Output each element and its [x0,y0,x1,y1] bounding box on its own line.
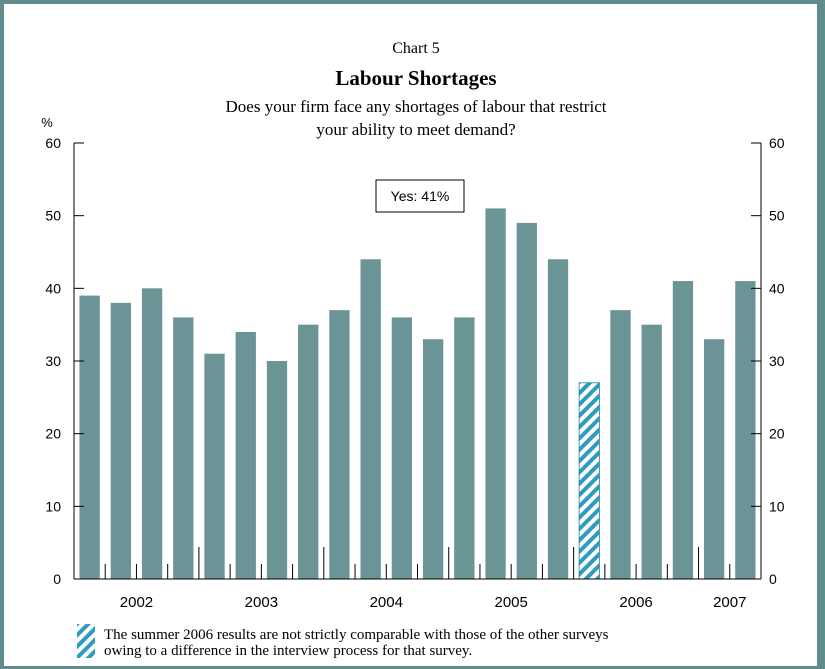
y-tick-label-right: 20 [769,426,785,442]
footnote: The summer 2006 results are not strictly… [77,624,609,659]
y-tick-label-left: 30 [45,353,61,369]
y-tick-label-right: 40 [769,280,785,296]
bar [298,325,318,579]
y-tick-label-left: 60 [45,135,61,151]
footnote-line-1: The summer 2006 results are not strictly… [104,627,609,643]
y-unit-label: % [41,115,53,130]
x-year-label: 2003 [245,594,278,611]
footnote-hatch-swatch [77,624,95,658]
bar-hatched [579,383,599,579]
yes-annotation: Yes: 41% [376,180,464,212]
y-tick-label-right: 0 [769,571,777,587]
bar [548,259,568,579]
x-year-label: 2006 [619,594,652,611]
footnote-line-2: owing to a difference in the interview p… [104,643,472,659]
bar [329,310,349,579]
bar [517,223,537,579]
bar [485,208,505,579]
x-year-label: 2002 [120,594,153,611]
bar [361,259,381,579]
chart-subtitle-line-2: your ability to meet demand? [316,120,515,139]
bar [142,288,162,579]
bar [204,354,224,579]
bar [704,339,724,579]
bar [79,296,99,579]
bar [236,332,256,579]
yes-annotation-text: Yes: 41% [391,188,450,204]
chart-frame: Chart 5 Labour Shortages Does your firm … [4,4,817,666]
y-tick-label-left: 20 [45,426,61,442]
bar [267,361,287,579]
y-tick-label-left: 10 [45,498,61,514]
bar [642,325,662,579]
bar [173,317,193,579]
bar [735,281,755,579]
bar [673,281,693,579]
bar [423,339,443,579]
bar [111,303,131,579]
y-tick-label-left: 50 [45,208,61,224]
y-tick-label-right: 10 [769,498,785,514]
y-tick-label-right: 30 [769,353,785,369]
bar [610,310,630,579]
x-year-label: 2004 [370,594,403,611]
bar [392,317,412,579]
labour-shortages-chart: Chart 5 Labour Shortages Does your firm … [4,4,817,666]
y-tick-label-left: 0 [53,571,61,587]
x-year-label: 2005 [494,594,527,611]
chart-label: Chart 5 [392,40,440,57]
y-tick-label-right: 60 [769,135,785,151]
chart-subtitle-line-1: Does your firm face any shortages of lab… [226,97,607,116]
y-tick-label-left: 40 [45,280,61,296]
bar [454,317,474,579]
chart-title: Labour Shortages [335,66,496,90]
y-tick-label-right: 50 [769,208,785,224]
x-year-label: 2007 [713,594,746,611]
